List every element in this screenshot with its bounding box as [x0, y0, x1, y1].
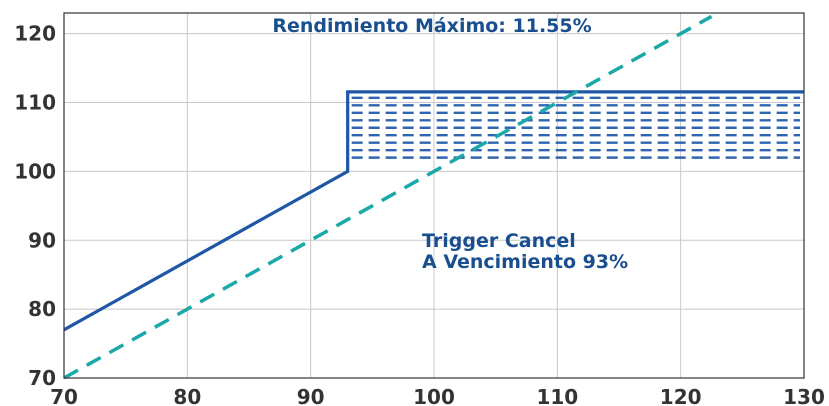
y-tick-label: 100	[14, 159, 56, 183]
trigger-annotation-line1: Trigger Cancel	[422, 230, 576, 252]
plot-frame	[63, 12, 805, 379]
max-return-annotation: Rendimiento Máximo: 11.55%	[272, 15, 591, 37]
y-tick-label: 70	[28, 366, 56, 390]
x-tick-label: 130	[783, 385, 825, 406]
x-tick-label: 70	[50, 385, 78, 406]
grid	[63, 13, 805, 379]
trigger-annotation-line2: A Vencimiento 93%	[422, 251, 628, 273]
series-line-dashed	[63, 14, 713, 380]
x-tick-label: 110	[536, 385, 578, 406]
x-tick-label: 80	[173, 385, 201, 406]
x-tick-label: 120	[660, 385, 702, 406]
y-tick-label: 110	[14, 91, 56, 115]
tick-labels: 70 80 90 100 110 120 130 70 80 90 100 110 120	[14, 22, 825, 406]
shaded-band	[351, 96, 800, 159]
y-tick-label: 120	[14, 22, 56, 46]
x-tick-label: 100	[413, 385, 455, 406]
y-tick-label: 90	[28, 228, 56, 252]
y-tick-label: 80	[28, 297, 56, 321]
series-lines	[63, 14, 804, 380]
x-tick-label: 90	[297, 385, 325, 406]
